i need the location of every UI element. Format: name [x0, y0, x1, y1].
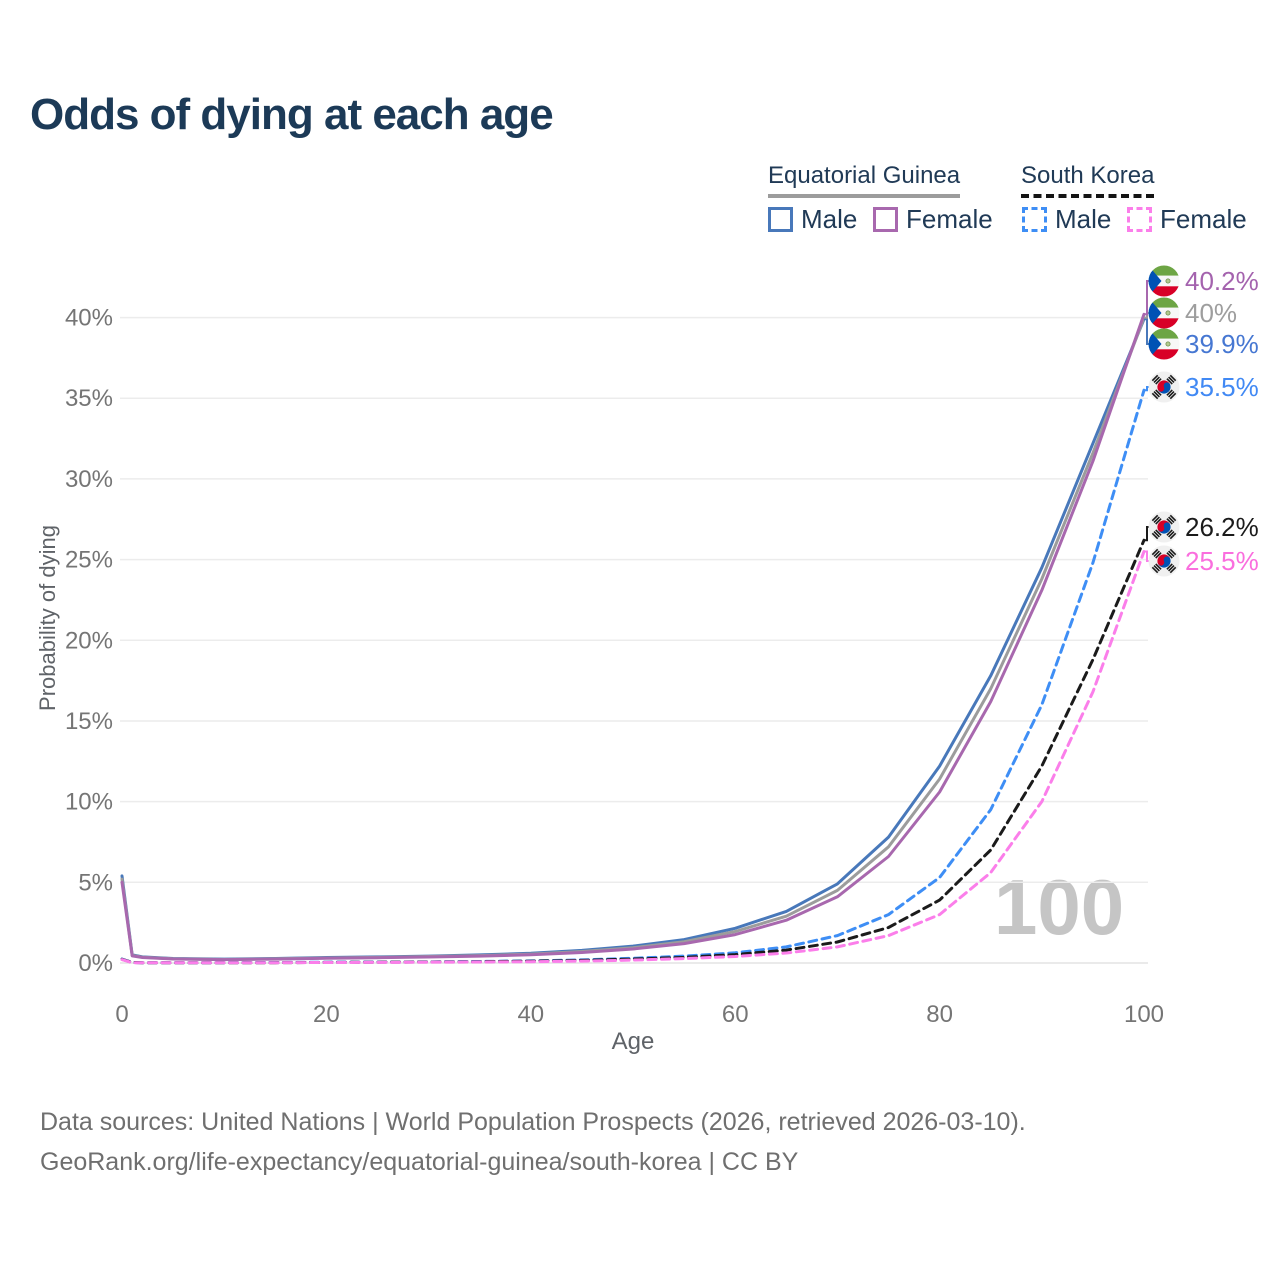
eg-male-swatch-icon	[768, 206, 793, 232]
flag-equatorial-guinea-icon	[1148, 297, 1180, 329]
line-equatorial-guinea-female[interactable]	[120, 312, 1146, 962]
kr-female-swatch-icon	[1127, 206, 1152, 232]
legend-group-south-korea: South Korea	[1021, 162, 1155, 198]
y-tick-label-30: 30%	[65, 466, 113, 493]
line-equatorial-guinea-combined[interactable]	[120, 316, 1146, 961]
end-value-label-equatorial-guinea-male: 39.9%	[1185, 329, 1259, 359]
x-tick-label-60: 60	[722, 1001, 749, 1028]
y-tick-label-15: 15%	[65, 708, 113, 735]
y-axis-label: Probability of dying	[35, 525, 60, 711]
footer-attribution: GeoRank.org/life-expectancy/equatorial-g…	[40, 1148, 799, 1176]
flag-south-korea-icon	[1148, 545, 1180, 577]
age-watermark: 100	[994, 863, 1125, 951]
kr-male-swatch-icon	[1022, 206, 1047, 232]
flag-south-korea-icon	[1148, 371, 1180, 403]
line-south-korea-female[interactable]	[120, 550, 1146, 965]
y-tick-label-40: 40%	[65, 305, 113, 332]
legend-item-kr-female[interactable]: Female	[1127, 204, 1247, 234]
footer-data-sources: Data sources: United Nations | World Pop…	[40, 1108, 1026, 1136]
eg-female-swatch-icon	[873, 206, 898, 232]
legend-item-label: Male	[1055, 203, 1112, 234]
line-south-korea-combined[interactable]	[120, 538, 1146, 965]
legend-item-eg-female[interactable]: Female	[873, 204, 993, 234]
x-tick-label-20: 20	[313, 1001, 340, 1028]
legend-item-label: Female	[1160, 203, 1247, 234]
y-tick-label-25: 25%	[65, 547, 113, 574]
y-tick-label-35: 35%	[65, 385, 113, 412]
legend-item-label: Male	[801, 203, 858, 234]
y-tick-label-0: 0%	[78, 950, 113, 977]
legend-item-kr-male[interactable]: Male	[1022, 204, 1111, 234]
x-tick-label-80: 80	[926, 1001, 953, 1028]
x-tick-label-0: 0	[115, 1001, 128, 1028]
y-tick-label-10: 10%	[65, 789, 113, 816]
legend-group-equatorial-guinea: Equatorial Guinea	[768, 162, 961, 198]
page-title: Odds of dying at each age	[30, 90, 554, 139]
end-value-label-equatorial-guinea-female: 40.2%	[1185, 266, 1259, 296]
x-axis-label: Age	[611, 1028, 655, 1055]
flag-equatorial-guinea-icon	[1148, 328, 1180, 360]
end-value-label-south-korea-female: 25.5%	[1185, 546, 1259, 576]
flag-equatorial-guinea-icon	[1148, 265, 1180, 297]
end-value-label-south-korea-combined: 26.2%	[1185, 512, 1259, 542]
x-tick-label-40: 40	[517, 1001, 544, 1028]
flag-south-korea-icon	[1148, 511, 1180, 543]
y-tick-label-5: 5%	[78, 869, 113, 896]
line-equatorial-guinea-male[interactable]	[120, 317, 1146, 961]
y-tick-label-20: 20%	[65, 627, 113, 654]
x-tick-label-100: 100	[1124, 1001, 1164, 1028]
legend-item-eg-male[interactable]: Male	[768, 204, 857, 234]
end-value-label-south-korea-male: 35.5%	[1185, 372, 1259, 402]
legend-item-label: Female	[906, 203, 993, 234]
end-value-label-equatorial-guinea-combined: 40%	[1185, 298, 1237, 328]
